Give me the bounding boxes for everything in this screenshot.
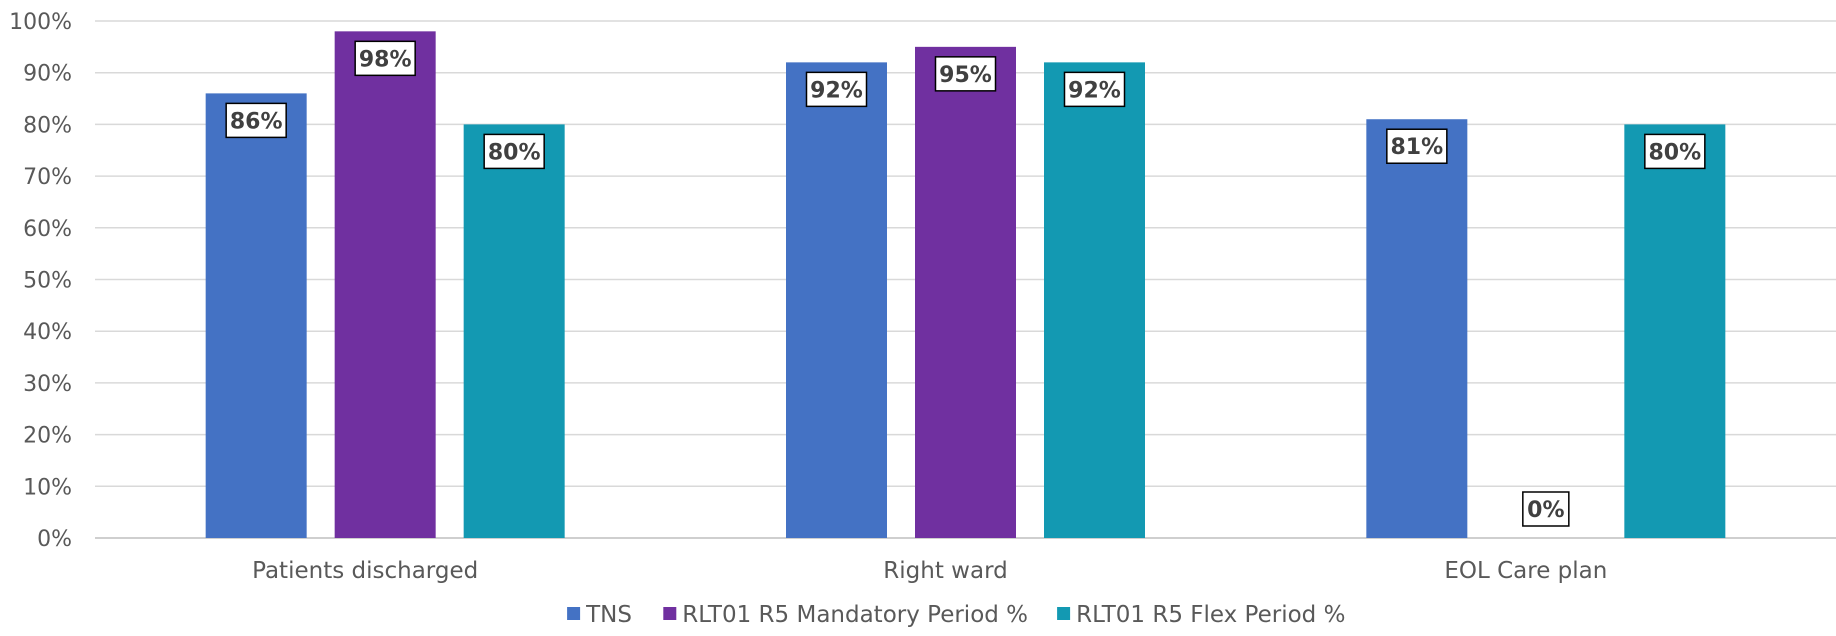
y-tick-label: 10% bbox=[23, 475, 72, 500]
x-axis: Patients discharged Right ward EOL Care pl… bbox=[252, 558, 1607, 584]
legend-swatch bbox=[1057, 607, 1071, 620]
data-label: 86% bbox=[230, 109, 283, 134]
x-category-label: Patients discharged bbox=[252, 558, 478, 584]
data-label: 80% bbox=[1648, 140, 1701, 165]
y-tick-label: 70% bbox=[23, 165, 72, 190]
legend-label: RLT01 R5 Mandatory Period % bbox=[682, 602, 1028, 628]
y-tick-label: 60% bbox=[23, 217, 72, 242]
y-tick-label: 90% bbox=[23, 62, 72, 87]
legend-swatch bbox=[663, 607, 677, 620]
y-tick-label: 50% bbox=[23, 269, 72, 294]
data-label-box bbox=[805, 71, 868, 108]
bar bbox=[1624, 124, 1726, 539]
data-label: 98% bbox=[359, 47, 412, 72]
legend: TNS RLT01 R5 Mandatory Period % RLT01 R5 F… bbox=[567, 602, 1345, 628]
data-label-box bbox=[1386, 128, 1448, 164]
data-label-box bbox=[225, 102, 287, 139]
bar bbox=[334, 31, 436, 539]
legend-label: RLT01 R5 Flex Period % bbox=[1076, 602, 1345, 628]
y-tick-label: 0% bbox=[37, 527, 72, 552]
x-category-label: EOL Care plan bbox=[1444, 558, 1607, 584]
x-category-label: Right ward bbox=[883, 558, 1007, 584]
bars bbox=[205, 31, 1726, 539]
data-label: 95% bbox=[939, 63, 992, 88]
data-label-box bbox=[934, 56, 997, 92]
data-label-box bbox=[1644, 133, 1706, 170]
data-label-box bbox=[483, 133, 545, 170]
bar bbox=[1366, 119, 1468, 538]
bar bbox=[205, 93, 307, 538]
data-label: 80% bbox=[488, 140, 541, 165]
data-label-box bbox=[1522, 491, 1570, 527]
legend-label: TNS bbox=[585, 602, 632, 628]
data-label: 92% bbox=[1068, 78, 1121, 103]
y-tick-label: 20% bbox=[23, 424, 72, 449]
y-tick-label: 100% bbox=[9, 10, 72, 35]
y-tick-label: 30% bbox=[23, 372, 72, 397]
y-tick-label: 40% bbox=[23, 320, 72, 345]
y-axis-ticks: 0% 10% 20% 30% 40% 50% 60% 70% 80% 90% 100% bbox=[9, 10, 72, 552]
data-labels: 86% 98% 80% 92% 95% 92% 81% 0% 80% bbox=[225, 40, 1706, 527]
data-label: 81% bbox=[1390, 135, 1443, 160]
data-label-box bbox=[354, 40, 416, 77]
bar bbox=[463, 124, 565, 539]
data-label-box bbox=[1063, 71, 1126, 108]
y-tick-label: 80% bbox=[23, 113, 72, 138]
bar bbox=[786, 62, 887, 539]
data-label: 92% bbox=[810, 78, 863, 103]
bar bbox=[1044, 62, 1145, 539]
data-label: 0% bbox=[1527, 498, 1564, 523]
bar bbox=[915, 46, 1016, 538]
legend-swatch bbox=[567, 607, 581, 620]
